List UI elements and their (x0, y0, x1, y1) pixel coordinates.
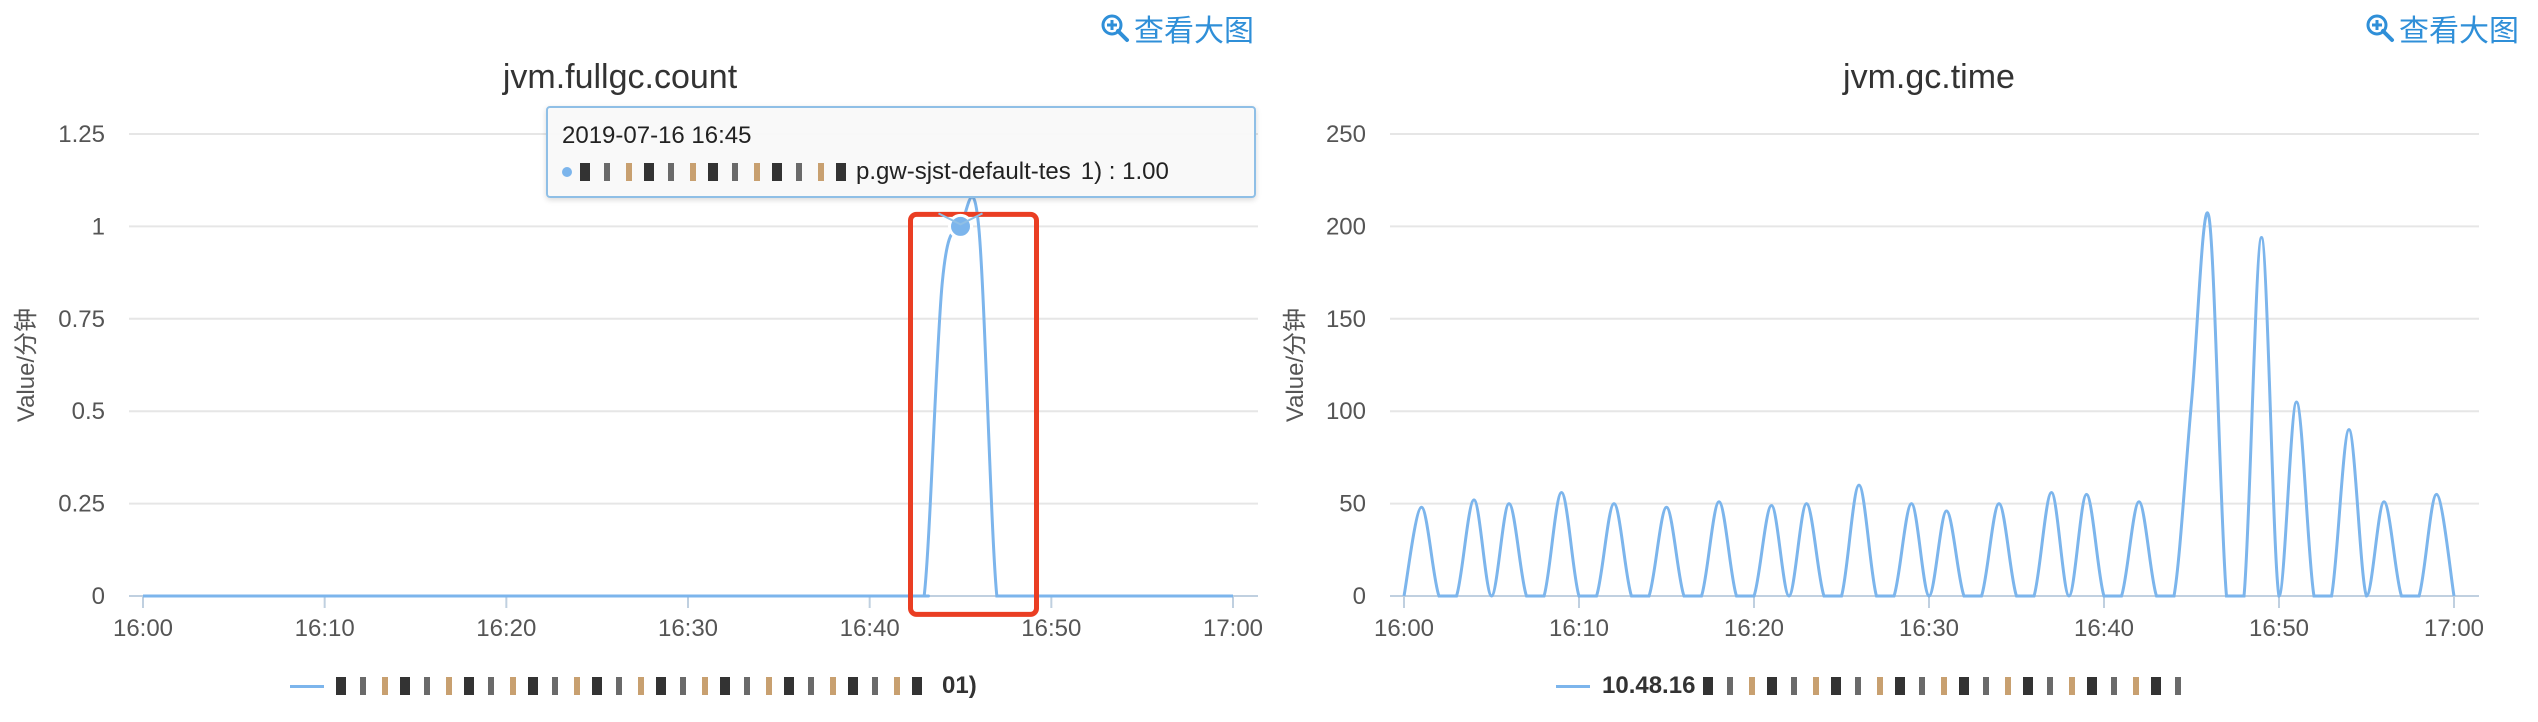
y-tick-label: 100 (1326, 398, 1366, 425)
view-large-button[interactable]: 查看大图 (1100, 6, 1254, 50)
x-tick-label: 17:00 (1203, 615, 1263, 642)
y-tick-label: 50 (1339, 491, 1366, 518)
y-tick-label: 1 (92, 213, 105, 240)
series-dot-icon (562, 167, 572, 177)
zoom-in-icon (1101, 14, 1129, 42)
y-tick-label: 1.25 (58, 121, 105, 148)
view-large-label: 查看大图 (1134, 15, 1254, 48)
chart-gctime-svg[interactable]: jvm.gc.time Value/分钟 0 50 100 150 200 250 16:00 1… (1269, 0, 2538, 722)
highlight-box (908, 211, 1039, 617)
redacted-text (1703, 677, 2194, 695)
tooltip-series-partial: p.gw-sjst-default-tes (856, 158, 1071, 185)
tooltip-series-value: 1) : 1.00 (1080, 158, 1169, 185)
y-tick-label: 0.75 (58, 306, 105, 333)
tooltip-series: p.gw-sjst-default-tes 1) : 1.00 (562, 158, 1169, 186)
legend-label: 01) (942, 672, 977, 699)
x-tick-label: 16:30 (658, 615, 718, 642)
legend-label: 10.48.16 (1602, 672, 1696, 699)
x-tick-label: 16:20 (1724, 615, 1784, 642)
tooltip-pointer (938, 212, 983, 226)
x-tick-label: 16:10 (295, 615, 355, 642)
chart-title: jvm.gc.time (1842, 58, 2015, 96)
legend-line-icon (290, 684, 324, 688)
x-tick-label: 17:00 (2424, 615, 2484, 642)
x-tick-label: 16:40 (840, 615, 900, 642)
y-tick-label: 250 (1326, 121, 1366, 148)
y-axis-label: Value/分钟 (13, 308, 40, 422)
series-line[interactable] (142, 195, 1233, 598)
tooltip: 2019-07-16 16:45 p.gw-sjst-default-tes 1… (546, 106, 1256, 198)
y-tick-label: 200 (1326, 213, 1366, 240)
series-line[interactable] (1402, 211, 2456, 598)
y-tick-label: 150 (1326, 306, 1366, 333)
x-tick-label: 16:50 (2249, 615, 2309, 642)
redacted-text (336, 677, 936, 695)
legend-item[interactable]: 10.48.16 (1556, 672, 2199, 700)
x-tick-label: 16:50 (1021, 615, 1081, 642)
x-tick-label: 16:30 (1899, 615, 1959, 642)
x-tick-label: 16:40 (2074, 615, 2134, 642)
hovered-point[interactable] (948, 213, 973, 239)
zoom-in-icon (2366, 14, 2394, 42)
y-axis-label: Value/分钟 (1282, 308, 1309, 422)
y-tick-label: 0 (1353, 583, 1366, 610)
x-tick-label: 16:20 (476, 615, 536, 642)
view-large-label: 查看大图 (2399, 15, 2519, 48)
tooltip-time: 2019-07-16 16:45 (562, 122, 752, 149)
chart-fullgc-svg[interactable]: jvm.fullgc.count Value/分钟 0 0.25 0.5 0.75 1 1.2… (0, 0, 1269, 722)
redacted-text (580, 163, 850, 181)
x-tick-label: 16:10 (1549, 615, 1609, 642)
legend-item[interactable]: 01) (290, 672, 977, 700)
chart-panel-fullgc: 查看大图 jvm.fullgc.count Value/分钟 0 0.25 0.5 0.7… (0, 0, 1269, 722)
chart-title: jvm.fullgc.count (502, 58, 738, 96)
view-large-button[interactable]: 查看大图 (2365, 6, 2519, 50)
y-tick-label: 0.5 (72, 398, 105, 425)
chart-panel-gctime: 查看大图 jvm.gc.time Value/分钟 0 50 100 150 200 250 1… (1269, 0, 2538, 722)
x-tick-label: 16:00 (1374, 615, 1434, 642)
legend-line-icon (1556, 684, 1590, 688)
x-tick-label: 16:00 (113, 615, 173, 642)
y-tick-label: 0.25 (58, 491, 105, 518)
y-tick-label: 0 (92, 583, 105, 610)
